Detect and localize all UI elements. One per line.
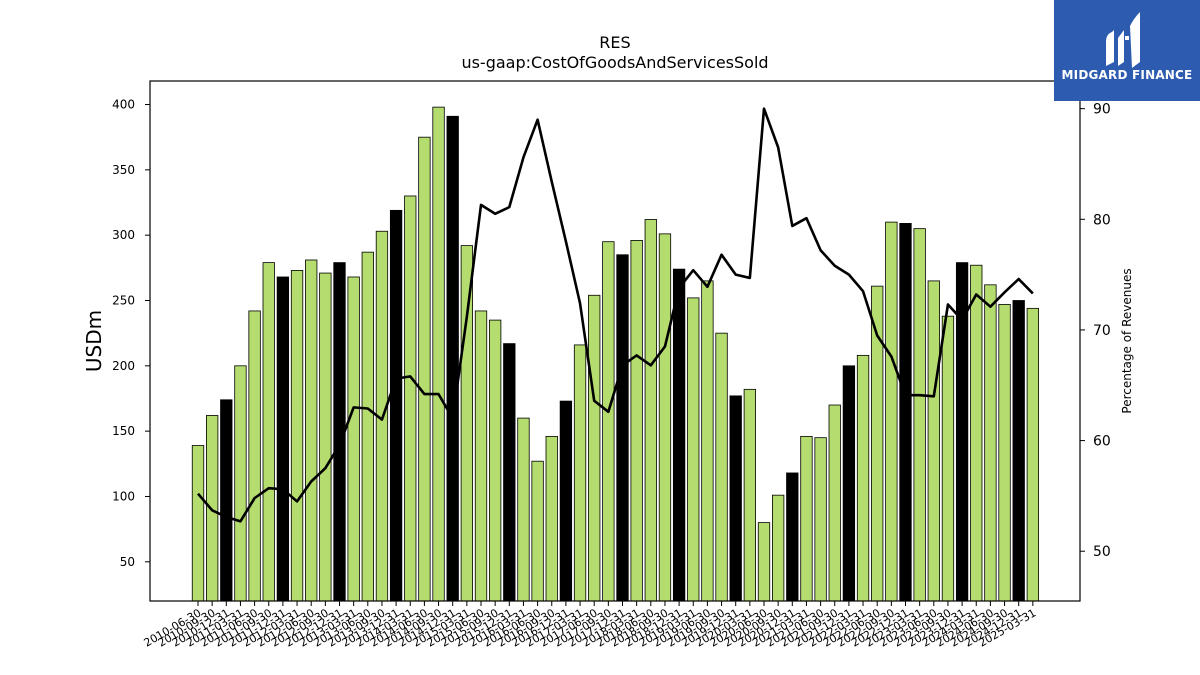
y-tick-label: 300 <box>112 228 135 242</box>
bar <box>319 272 332 602</box>
bar <box>658 233 672 602</box>
bar <box>984 284 997 602</box>
bar <box>389 209 403 602</box>
bar <box>545 435 558 602</box>
chart-title: RES <box>599 33 630 52</box>
chart-subtitle: us-gaap:CostOfGoodsAndServicesSold <box>461 53 768 72</box>
y2-tick-label: 50 <box>1093 544 1111 560</box>
bar <box>432 106 445 602</box>
percentage-line <box>197 107 1034 523</box>
bar <box>290 270 304 602</box>
bar <box>814 437 827 602</box>
bar <box>418 136 431 602</box>
bar-series <box>191 106 1039 602</box>
brand-name: MIDGARD FINANCE <box>1061 68 1193 82</box>
bar <box>899 223 912 602</box>
bar <box>630 239 643 602</box>
bar <box>276 276 290 602</box>
bar <box>588 294 601 602</box>
bar <box>729 395 742 602</box>
bar <box>404 195 417 602</box>
bar <box>248 310 261 602</box>
x-axis: 2010-06-302010-09-302010-12-312011-03-31… <box>142 601 1038 650</box>
bar <box>772 494 785 602</box>
bar <box>573 344 587 602</box>
bar <box>446 115 459 602</box>
bar <box>517 417 530 602</box>
bar <box>842 365 856 602</box>
bar <box>1012 300 1025 602</box>
bar <box>474 310 488 602</box>
bar <box>488 319 502 602</box>
bar <box>856 354 870 602</box>
bar <box>559 400 573 602</box>
brand-logo: MIDGARD FINANCE <box>1054 0 1200 101</box>
y-axis-label: USDm <box>82 310 106 372</box>
y-tick-label: 400 <box>112 98 135 112</box>
bar <box>885 221 898 602</box>
bar <box>616 254 629 602</box>
bar <box>220 399 233 602</box>
y-tick-label: 50 <box>120 555 135 569</box>
y-tick-label: 150 <box>112 424 135 438</box>
bar <box>786 472 799 602</box>
bar <box>927 280 940 602</box>
plot-frame <box>149 80 1081 602</box>
y-tick-label: 350 <box>112 163 135 177</box>
bar <box>262 262 275 602</box>
bar <box>531 460 544 602</box>
bar <box>460 245 474 602</box>
bar <box>205 415 219 602</box>
bar <box>644 219 657 602</box>
bar <box>800 435 813 602</box>
bar <box>743 388 756 602</box>
bar <box>998 304 1011 602</box>
y2-tick-label: 90 <box>1093 102 1111 118</box>
y2-tick-label: 70 <box>1093 323 1111 339</box>
bar <box>701 280 714 602</box>
bar <box>503 343 516 602</box>
bar <box>672 268 686 602</box>
bar <box>941 315 955 602</box>
bar <box>602 241 615 602</box>
left-axis: 50 100 150 200 250 300 350 400 <box>112 98 150 569</box>
bar <box>234 365 247 602</box>
bar <box>913 228 926 602</box>
bar <box>305 259 318 602</box>
bar <box>361 251 374 602</box>
y-tick-label: 200 <box>112 359 135 373</box>
bar <box>757 522 771 602</box>
y-tick-label: 250 <box>112 293 135 307</box>
y2-tick-label: 60 <box>1093 434 1111 450</box>
bar <box>347 276 360 602</box>
bar <box>191 445 205 602</box>
bar <box>828 404 841 602</box>
bar <box>970 264 983 602</box>
right-axis: 50 60 70 80 90 <box>1080 102 1111 560</box>
brand-mark-icon <box>1106 12 1140 68</box>
bar <box>715 332 728 602</box>
bar <box>687 297 700 602</box>
y2-tick-label: 80 <box>1093 212 1111 228</box>
y2-axis-label: Percentage of Revenues <box>1120 268 1134 413</box>
y-tick-label: 100 <box>112 489 135 503</box>
bar <box>1026 307 1039 602</box>
